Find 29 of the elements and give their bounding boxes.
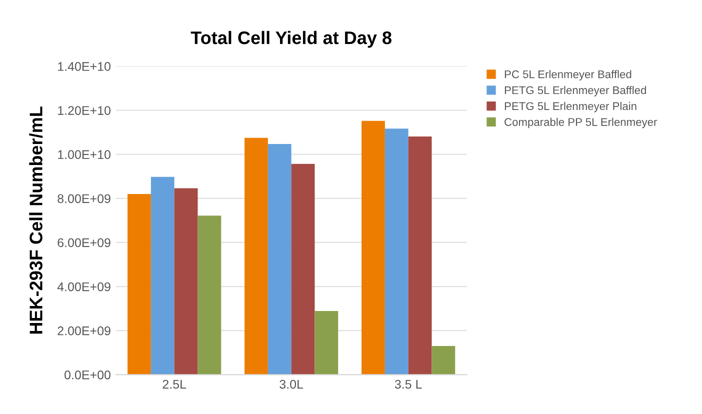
x-tick-label: 2.5L bbox=[162, 380, 186, 389]
chart-title: Total Cell Yield at Day 8 bbox=[190, 30, 392, 48]
bar bbox=[384, 128, 408, 375]
bar bbox=[198, 216, 222, 375]
y-tick-label: 1.20E+10 bbox=[58, 106, 110, 115]
y-axis-title: HEK-293F Cell Number/mL bbox=[29, 106, 43, 334]
bar bbox=[150, 176, 174, 375]
y-tick-label: 1.40E+10 bbox=[58, 62, 110, 71]
bar bbox=[244, 138, 268, 375]
bar bbox=[291, 164, 315, 375]
y-tick-label: 2.00E+09 bbox=[58, 326, 110, 336]
bar bbox=[362, 120, 385, 375]
legend-label: PETG 5L Erlenmeyer Plain bbox=[504, 102, 636, 112]
legend-label: PC 5L Erlenmeyer Baffled bbox=[504, 70, 632, 80]
bar bbox=[314, 311, 338, 375]
bar bbox=[268, 144, 292, 375]
x-tick-label: 3.5 L bbox=[394, 380, 422, 389]
y-tick-label: 1.00E+10 bbox=[58, 150, 110, 160]
legend-label: PETG 5L Erlenmeyer Baffled bbox=[504, 86, 646, 96]
legend-label: Comparable PP 5L Erlenmeyer bbox=[504, 118, 658, 128]
x-tick-label: 3.0L bbox=[280, 380, 304, 389]
bar bbox=[128, 194, 151, 375]
y-tick-label: 6.00E+09 bbox=[58, 238, 110, 248]
y-tick-label: 8.00E+09 bbox=[58, 194, 110, 204]
y-tick-label: 4.00E+09 bbox=[57, 282, 110, 292]
y-tick-label: 0.0E+00 bbox=[64, 370, 110, 380]
bar bbox=[174, 188, 198, 375]
bar bbox=[408, 136, 432, 375]
bar bbox=[432, 346, 456, 375]
